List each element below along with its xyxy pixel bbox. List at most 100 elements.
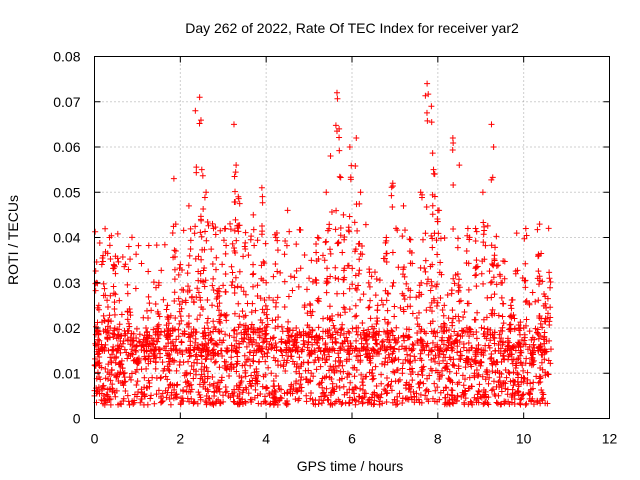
- roti-point: [473, 360, 480, 367]
- roti-point: [413, 315, 420, 322]
- roti-point: [357, 357, 364, 364]
- roti-point: [346, 386, 353, 393]
- roti-point: [204, 319, 211, 326]
- roti-point: [358, 371, 365, 378]
- roti-point: [134, 357, 141, 364]
- roti-point: [460, 340, 467, 347]
- roti-point: [111, 311, 118, 318]
- roti-point: [381, 255, 388, 262]
- roti-point: [466, 374, 473, 381]
- roti-point: [436, 396, 443, 403]
- roti-point: [158, 374, 165, 381]
- roti-point: [532, 298, 539, 305]
- roti-point: [202, 356, 209, 363]
- roti-point: [445, 326, 452, 333]
- roti-point: [340, 290, 347, 297]
- roti-point: [436, 207, 443, 214]
- roti-point: [337, 224, 344, 231]
- roti-point: [412, 357, 419, 364]
- roti-point: [378, 391, 385, 398]
- roti-point: [335, 362, 342, 369]
- roti-point: [230, 398, 237, 405]
- roti-point: [499, 313, 506, 320]
- roti-point: [513, 230, 520, 237]
- roti-point: [127, 256, 134, 263]
- roti-point: [521, 334, 528, 341]
- roti-point: [121, 332, 128, 339]
- roti-point: [155, 321, 162, 328]
- roti-point: [98, 364, 105, 371]
- roti-point: [304, 359, 311, 366]
- roti-point: [194, 360, 201, 367]
- roti-point: [283, 400, 290, 407]
- roti-point: [118, 343, 125, 350]
- roti-point: [236, 321, 243, 328]
- roti-point: [440, 357, 447, 364]
- roti-point: [143, 341, 150, 348]
- roti-peak-point: [306, 275, 313, 282]
- roti-point: [257, 345, 264, 352]
- roti-point: [178, 338, 185, 345]
- roti-point: [341, 338, 348, 345]
- roti-point: [213, 398, 220, 405]
- roti-point: [304, 310, 311, 317]
- roti-point: [377, 394, 384, 401]
- roti-point: [202, 398, 209, 405]
- roti-point: [495, 392, 502, 399]
- roti-point: [497, 273, 504, 280]
- roti-point: [114, 326, 121, 333]
- roti-point: [130, 337, 137, 344]
- roti-point: [205, 388, 212, 395]
- roti-point: [154, 328, 161, 335]
- roti-point: [346, 306, 353, 313]
- roti-point: [178, 286, 185, 293]
- roti-point: [200, 267, 207, 274]
- roti-point: [464, 300, 471, 307]
- roti-point: [311, 347, 318, 354]
- roti-point: [391, 313, 398, 320]
- roti-point: [481, 325, 488, 332]
- roti-point: [489, 368, 496, 375]
- roti-point: [489, 360, 496, 367]
- roti-peak-point: [346, 144, 353, 150]
- roti-point: [407, 236, 414, 243]
- roti-point: [272, 234, 279, 241]
- roti-point: [273, 372, 280, 379]
- roti-point: [512, 360, 519, 367]
- roti-point: [394, 338, 401, 345]
- roti-point: [294, 331, 301, 338]
- roti-point: [406, 236, 413, 243]
- roti-point: [449, 147, 456, 154]
- roti-point: [436, 373, 443, 380]
- roti-point: [337, 332, 344, 339]
- roti-point: [388, 378, 395, 385]
- roti-point: [287, 386, 294, 393]
- roti-point: [197, 270, 204, 277]
- roti-point: [432, 358, 439, 365]
- roti-point: [373, 321, 380, 328]
- roti-point: [369, 323, 376, 330]
- roti-point: [136, 331, 143, 338]
- roti-point: [228, 354, 235, 361]
- roti-point: [272, 261, 279, 268]
- roti-point: [539, 351, 546, 358]
- roti-point: [523, 316, 530, 323]
- roti-point: [95, 360, 102, 367]
- roti-point: [387, 343, 394, 350]
- roti-point: [517, 401, 524, 408]
- roti-point: [399, 395, 406, 402]
- roti-point: [431, 171, 438, 178]
- roti-point: [119, 379, 126, 386]
- roti-peak-point: [196, 94, 203, 101]
- roti-point: [192, 223, 199, 230]
- roti-point: [263, 330, 270, 337]
- roti-point: [219, 352, 226, 359]
- roti-point: [324, 396, 331, 403]
- roti-point: [190, 298, 197, 305]
- roti-point: [163, 394, 170, 401]
- roti-point: [224, 345, 231, 352]
- roti-point: [456, 379, 463, 386]
- roti-point: [263, 343, 270, 350]
- roti-point: [222, 384, 229, 391]
- roti-peak-point: [449, 134, 456, 141]
